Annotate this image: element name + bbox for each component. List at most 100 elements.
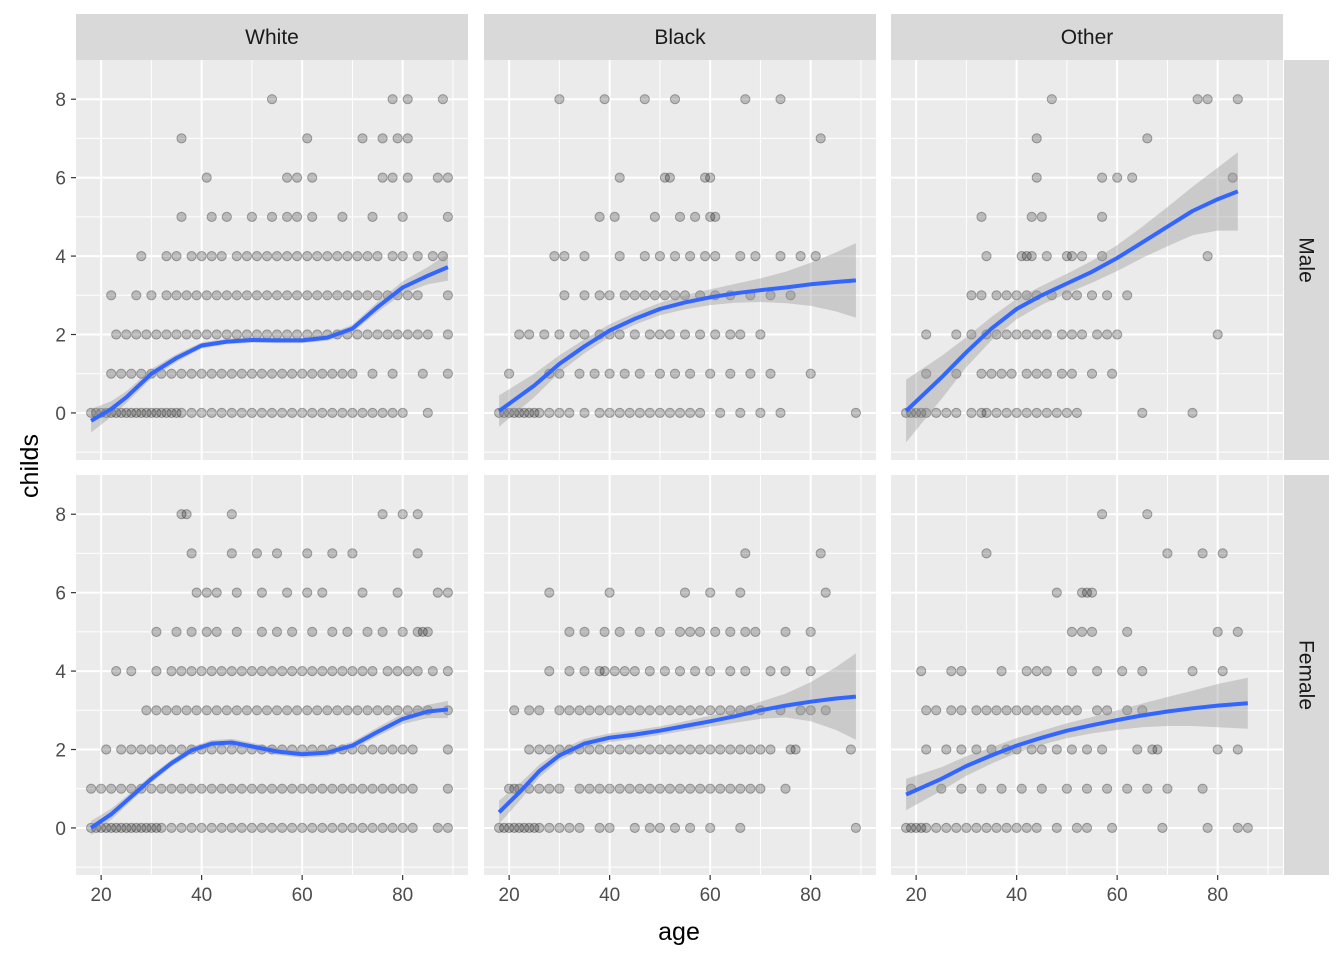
data-point — [287, 407, 298, 418]
data-point — [141, 329, 152, 340]
data-point — [499, 822, 510, 834]
data-point — [524, 744, 535, 755]
data-point — [735, 329, 746, 340]
data-point — [402, 94, 413, 105]
data-point — [442, 587, 453, 598]
data-point — [317, 368, 328, 379]
y-tick-label: 6 — [55, 584, 66, 605]
data-point — [1021, 822, 1032, 834]
data-point — [206, 368, 217, 379]
data-point — [327, 368, 338, 379]
data-point — [186, 407, 197, 418]
data-point — [654, 626, 666, 638]
data-point — [1086, 626, 1098, 638]
data-point — [1066, 368, 1078, 379]
data-point — [106, 368, 117, 379]
data-point — [805, 626, 816, 638]
data-point — [322, 290, 333, 301]
data-point — [1056, 368, 1068, 379]
data-point — [664, 705, 676, 716]
data-point — [971, 822, 982, 834]
data-point — [639, 290, 650, 301]
data-point — [679, 290, 691, 301]
data-point — [705, 705, 716, 716]
data-point — [397, 407, 408, 418]
data-point — [357, 666, 368, 677]
data-point — [171, 705, 182, 716]
data-point — [266, 94, 278, 105]
data-point — [599, 626, 610, 638]
data-point — [367, 783, 378, 794]
data-point — [604, 368, 615, 379]
data-point — [614, 251, 625, 262]
data-point — [780, 666, 791, 677]
data-point — [226, 744, 237, 755]
data-point — [750, 251, 761, 262]
data-point — [111, 666, 122, 677]
data-point — [1001, 290, 1012, 301]
data-point — [1061, 290, 1073, 301]
data-point — [362, 290, 373, 301]
data-point — [961, 822, 972, 834]
data-point — [534, 744, 545, 755]
data-point — [906, 822, 917, 834]
data-point — [1081, 744, 1093, 755]
x-tick-label: 80 — [800, 885, 821, 906]
data-point — [850, 822, 862, 834]
data-point — [740, 94, 751, 105]
data-point — [126, 783, 137, 794]
data-point — [705, 368, 716, 379]
data-point — [956, 705, 967, 716]
data-point — [514, 822, 525, 834]
column-strip-white: White — [76, 14, 468, 60]
data-point — [669, 822, 681, 834]
data-point — [1202, 822, 1213, 834]
data-point — [614, 329, 625, 340]
data-point — [367, 744, 378, 755]
data-point — [715, 705, 726, 716]
data-point — [1097, 251, 1108, 262]
data-point — [790, 744, 801, 755]
data-point — [442, 172, 453, 183]
data-point — [251, 548, 262, 559]
data-point — [524, 705, 535, 716]
data-point — [559, 251, 570, 262]
data-point — [850, 407, 862, 418]
data-point — [765, 666, 776, 677]
data-point — [201, 626, 212, 638]
data-point — [1162, 783, 1173, 794]
data-point — [442, 368, 453, 379]
data-point — [996, 783, 1007, 794]
data-point — [1232, 744, 1243, 755]
data-point — [674, 407, 686, 418]
data-point — [297, 407, 308, 418]
data-point — [171, 329, 182, 340]
data-point — [554, 783, 565, 794]
data-point — [337, 822, 348, 834]
data-point — [549, 251, 560, 262]
data-point — [402, 329, 413, 340]
data-point — [690, 211, 701, 222]
data-point — [1026, 211, 1037, 222]
data-point — [1031, 368, 1042, 379]
data-point — [725, 744, 736, 755]
data-point — [196, 666, 207, 677]
data-point — [504, 822, 515, 834]
data-point — [387, 94, 398, 105]
y-tick-label: 8 — [55, 90, 66, 111]
data-point — [367, 822, 378, 834]
data-point — [725, 666, 736, 677]
data-point — [332, 251, 343, 262]
data-point — [609, 666, 620, 677]
data-point — [599, 94, 610, 105]
data-point — [654, 822, 666, 834]
x-tick-label: 40 — [1006, 885, 1027, 906]
data-point — [544, 666, 555, 677]
data-point — [186, 822, 197, 834]
strip-background — [1284, 475, 1329, 875]
data-point — [1122, 290, 1133, 301]
data-point — [322, 251, 333, 262]
data-point — [654, 705, 666, 716]
data-point — [780, 783, 791, 794]
data-point — [121, 407, 132, 418]
